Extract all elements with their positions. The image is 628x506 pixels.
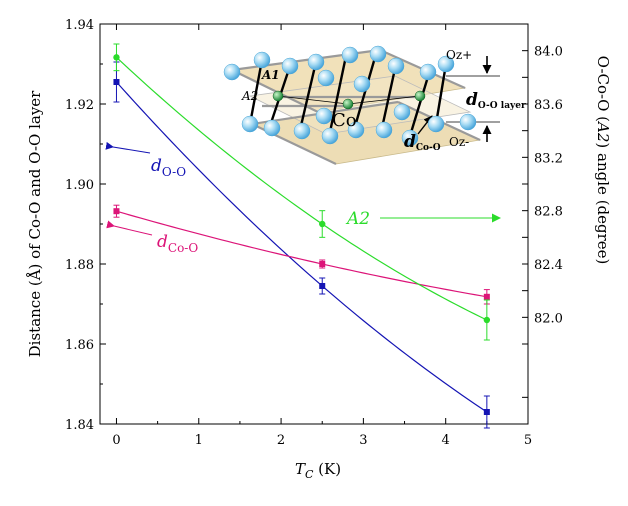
y-left-tick-label: 1.86 bbox=[65, 338, 94, 353]
annotation-a2: A2 bbox=[345, 209, 501, 229]
data-point bbox=[113, 54, 120, 61]
y-left-tick-label: 1.84 bbox=[65, 418, 94, 433]
data-point bbox=[483, 409, 490, 415]
inset-oxygen-atoms bbox=[223, 45, 477, 147]
series-line-d_Co-O bbox=[116, 210, 487, 298]
data-point bbox=[319, 283, 326, 289]
inset-label-co: Co bbox=[332, 110, 357, 131]
inset-label-oz-plus: Oz+ bbox=[446, 48, 472, 62]
x-tick-label: 2 bbox=[277, 433, 285, 448]
x-tick-label: 0 bbox=[112, 433, 120, 448]
series-d_O-O bbox=[113, 61, 490, 429]
y-axis-left-label: Distance (Å) of Co-O and O-O layer bbox=[26, 90, 44, 358]
x-tick-label: 1 bbox=[195, 433, 203, 448]
svg-text:A2: A2 bbox=[345, 209, 370, 229]
annotation-d-coo: dCo-O bbox=[106, 220, 198, 255]
inset-cobalt-atoms bbox=[272, 90, 426, 110]
x-tick-label: 3 bbox=[359, 433, 367, 448]
y-right-tick-label: 84.0 bbox=[534, 45, 563, 60]
x-tick-label: 4 bbox=[442, 433, 450, 448]
series-layer bbox=[113, 43, 491, 429]
y-axis-right: 82.0 82.4 82.8 83.2 83.6 84.0 bbox=[522, 45, 563, 398]
data-point bbox=[319, 261, 326, 267]
inset-label-d-coo: dCo-O bbox=[404, 132, 441, 153]
inset-label-a2: A2 bbox=[241, 89, 258, 103]
inset-structure-diagram: A1 A2 Co Oz+ Oz- dO-O layer dCo-O bbox=[223, 45, 526, 165]
y-right-tick-label: 83.2 bbox=[534, 151, 563, 166]
y-right-tick-label: 82.0 bbox=[534, 311, 563, 326]
inset-label-d-layer: dO-O layer bbox=[466, 90, 526, 111]
y-left-tick-label: 1.90 bbox=[65, 178, 94, 193]
annotation-d-oo: dO-O bbox=[105, 141, 186, 179]
inset-label-oz-minus: Oz- bbox=[449, 135, 469, 149]
y-left-tick-label: 1.88 bbox=[65, 258, 94, 273]
y-left-tick-label: 1.92 bbox=[65, 98, 94, 113]
data-point bbox=[113, 208, 120, 215]
x-axis-label: TC (K) bbox=[295, 460, 341, 481]
series-line-A2 bbox=[116, 56, 488, 321]
x-tick-label: 5 bbox=[524, 433, 532, 448]
svg-text:dO-O: dO-O bbox=[151, 156, 186, 179]
data-point bbox=[113, 79, 120, 85]
y-right-tick-label: 82.8 bbox=[534, 205, 563, 220]
y-axis-right-label: O-Co-O (A2) angle (degree) bbox=[594, 56, 612, 265]
y-axis-left: 1.84 1.86 1.88 1.90 1.92 1.94 bbox=[65, 18, 106, 433]
data-point bbox=[483, 316, 491, 324]
data-point bbox=[483, 293, 490, 300]
svg-text:dCo-O: dCo-O bbox=[157, 232, 198, 255]
y-right-tick-label: 82.4 bbox=[534, 258, 563, 273]
series-line-d_O-O bbox=[116, 81, 488, 413]
series-A2 bbox=[113, 43, 491, 341]
series-d_Co-O bbox=[113, 204, 490, 305]
y-right-tick-label: 83.6 bbox=[534, 98, 563, 113]
y-left-tick-label: 1.94 bbox=[65, 18, 94, 33]
inset-label-a1: A1 bbox=[261, 68, 280, 82]
data-point bbox=[319, 220, 326, 228]
x-axis: 0 1 2 3 4 5 bbox=[112, 24, 532, 448]
